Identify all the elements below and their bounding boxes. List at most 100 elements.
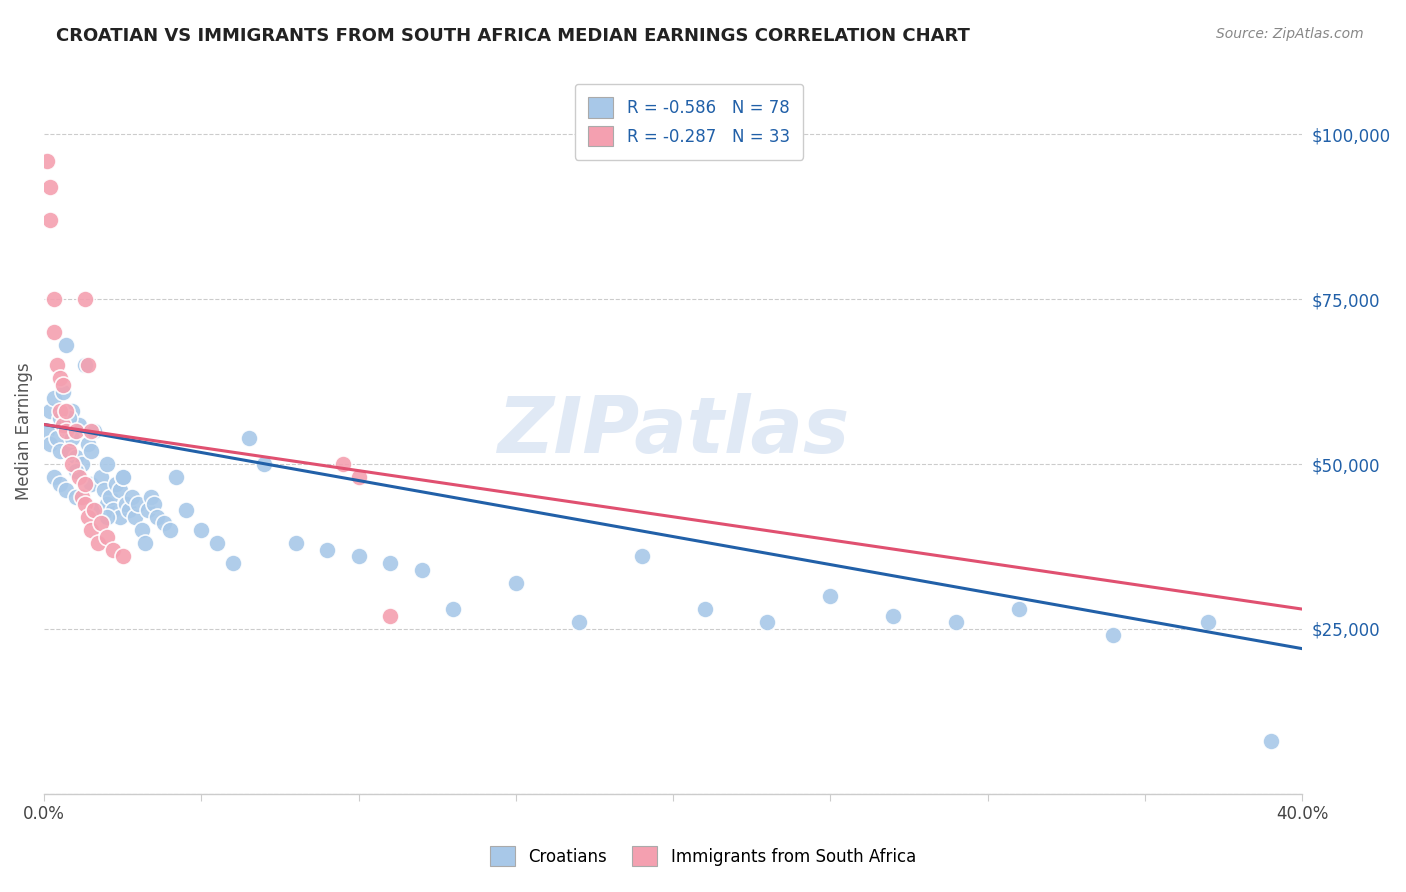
Point xyxy=(411,562,433,576)
Point xyxy=(253,457,276,471)
Point xyxy=(49,411,72,425)
Point xyxy=(143,497,166,511)
Point xyxy=(80,523,103,537)
Point xyxy=(108,483,131,498)
Point xyxy=(98,490,121,504)
Point xyxy=(80,476,103,491)
Point xyxy=(67,470,90,484)
Point xyxy=(77,509,100,524)
Point xyxy=(49,371,72,385)
Y-axis label: Median Earnings: Median Earnings xyxy=(15,362,32,500)
Point xyxy=(505,575,527,590)
Legend: Croatians, Immigrants from South Africa: Croatians, Immigrants from South Africa xyxy=(482,838,924,875)
Point xyxy=(83,503,105,517)
Point xyxy=(945,615,967,630)
Point xyxy=(316,542,339,557)
Point xyxy=(222,556,245,570)
Point xyxy=(93,483,115,498)
Point xyxy=(205,536,228,550)
Point xyxy=(1008,602,1031,616)
Point xyxy=(882,608,904,623)
Point xyxy=(42,325,65,339)
Point xyxy=(45,358,67,372)
Point xyxy=(67,417,90,432)
Point xyxy=(77,358,100,372)
Point xyxy=(159,523,181,537)
Text: ZIPatlas: ZIPatlas xyxy=(496,393,849,469)
Point xyxy=(52,378,75,392)
Point xyxy=(37,153,59,168)
Point xyxy=(77,437,100,451)
Point xyxy=(45,431,67,445)
Point xyxy=(1260,734,1282,748)
Point xyxy=(39,213,62,227)
Point xyxy=(115,497,138,511)
Text: Source: ZipAtlas.com: Source: ZipAtlas.com xyxy=(1216,27,1364,41)
Point xyxy=(55,404,77,418)
Point xyxy=(65,490,87,504)
Point xyxy=(96,530,118,544)
Point xyxy=(73,476,96,491)
Point xyxy=(70,457,93,471)
Point xyxy=(820,589,842,603)
Point xyxy=(118,503,141,517)
Legend: R = -0.586   N = 78, R = -0.287   N = 33: R = -0.586 N = 78, R = -0.287 N = 33 xyxy=(575,84,803,160)
Point xyxy=(347,470,370,484)
Point xyxy=(284,536,307,550)
Point xyxy=(139,490,162,504)
Point xyxy=(58,411,80,425)
Point xyxy=(136,503,159,517)
Point xyxy=(62,431,84,445)
Point xyxy=(111,470,134,484)
Point xyxy=(174,503,197,517)
Point xyxy=(90,470,112,484)
Point xyxy=(111,549,134,564)
Point xyxy=(49,476,72,491)
Point xyxy=(86,503,108,517)
Point xyxy=(37,424,59,438)
Point xyxy=(630,549,652,564)
Point xyxy=(55,424,77,438)
Point xyxy=(152,516,174,531)
Point xyxy=(238,431,260,445)
Point xyxy=(1197,615,1219,630)
Point xyxy=(70,490,93,504)
Point xyxy=(86,536,108,550)
Point xyxy=(190,523,212,537)
Point xyxy=(80,424,103,438)
Point xyxy=(62,404,84,418)
Point xyxy=(693,602,716,616)
Point xyxy=(165,470,187,484)
Point xyxy=(96,497,118,511)
Point xyxy=(131,523,153,537)
Point xyxy=(332,457,354,471)
Point xyxy=(96,457,118,471)
Point xyxy=(55,338,77,352)
Point xyxy=(124,509,146,524)
Point xyxy=(103,542,125,557)
Point xyxy=(39,180,62,194)
Point xyxy=(1102,628,1125,642)
Point xyxy=(756,615,779,630)
Point xyxy=(65,450,87,465)
Point xyxy=(65,464,87,478)
Point xyxy=(103,503,125,517)
Point xyxy=(42,391,65,405)
Point xyxy=(42,292,65,306)
Point xyxy=(52,384,75,399)
Point xyxy=(73,497,96,511)
Point xyxy=(90,516,112,531)
Point xyxy=(96,509,118,524)
Point xyxy=(65,424,87,438)
Point xyxy=(347,549,370,564)
Point xyxy=(105,476,128,491)
Point xyxy=(441,602,464,616)
Point xyxy=(58,424,80,438)
Point xyxy=(39,437,62,451)
Point xyxy=(80,443,103,458)
Point xyxy=(127,497,149,511)
Point xyxy=(39,404,62,418)
Point xyxy=(568,615,591,630)
Point xyxy=(111,470,134,484)
Point xyxy=(58,443,80,458)
